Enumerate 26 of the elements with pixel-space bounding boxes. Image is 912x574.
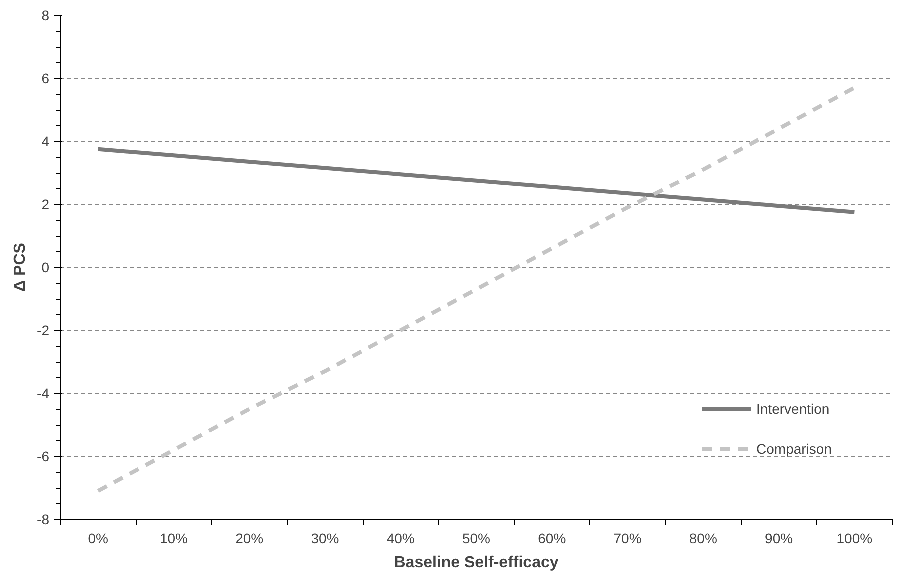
- x-tick-label: 80%: [689, 530, 718, 546]
- y-axis-title: Δ PCS: [12, 242, 30, 292]
- line-series: [96, 86, 857, 494]
- legend-label: Intervention: [756, 401, 830, 417]
- y-tick-label: 8: [42, 8, 50, 24]
- x-tick-label: 30%: [311, 530, 340, 546]
- x-tick-label: 70%: [614, 530, 642, 546]
- x-tick-label: 0%: [88, 530, 108, 546]
- x-tick-label: 40%: [386, 530, 415, 546]
- y-tick-label: 6: [42, 70, 50, 86]
- y-tick-label: -2: [37, 322, 50, 338]
- x-tick-label: 100%: [836, 530, 873, 546]
- y-tick-label: -4: [37, 386, 50, 402]
- legend-label: Comparison: [756, 441, 832, 457]
- x-axis-title: Baseline Self-efficacy: [394, 554, 559, 572]
- x-tick-label: 60%: [538, 530, 566, 546]
- y-tick-label: 4: [42, 134, 50, 150]
- x-tick-label: 50%: [462, 530, 491, 546]
- x-tick-label: 20%: [236, 530, 264, 546]
- y-tick-label: -6: [37, 448, 50, 464]
- y-tick-label: 2: [42, 196, 50, 212]
- y-tick-label: 0: [42, 260, 50, 276]
- x-tick-label: 90%: [765, 530, 794, 546]
- line-series: [96, 147, 857, 214]
- y-tick-label: -8: [37, 512, 50, 528]
- x-tick-label: 10%: [160, 530, 188, 546]
